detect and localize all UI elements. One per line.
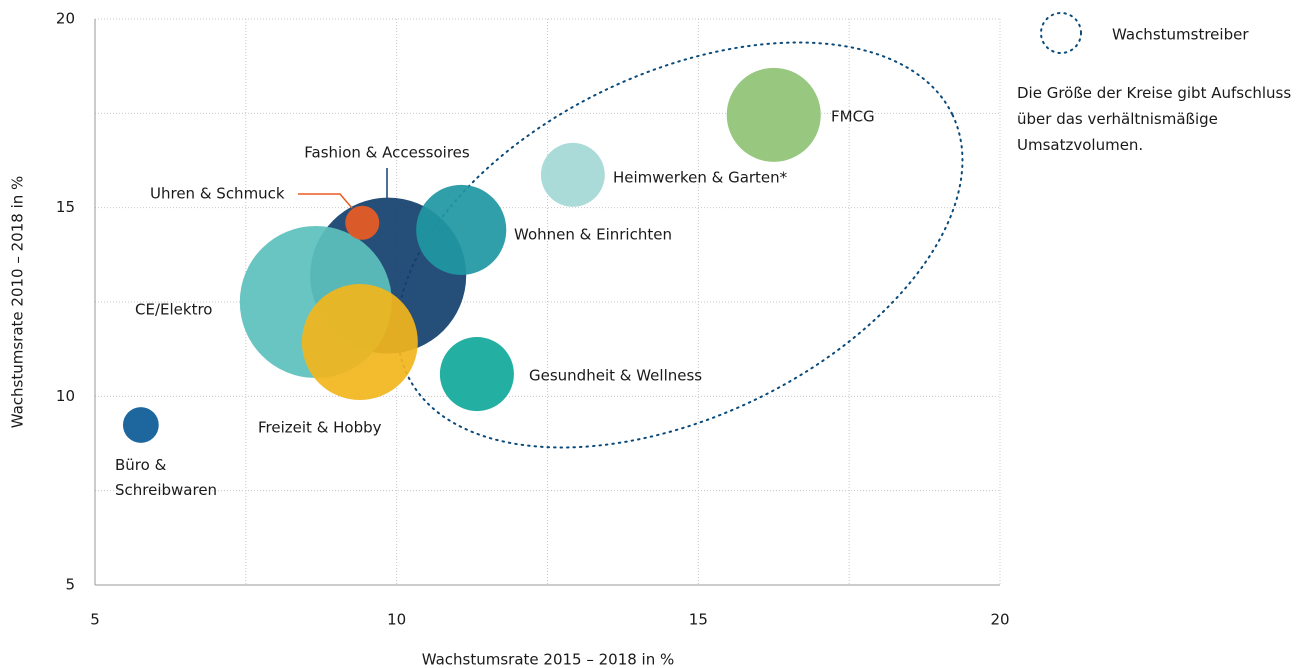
x-axis-label: Wachstumsrate 2015 – 2018 in % — [422, 651, 675, 668]
bubble-label: Gesundheit & Wellness — [529, 366, 703, 385]
bubble-label: FMCG — [831, 107, 875, 126]
y-tick-label: 10 — [56, 387, 75, 405]
bubble — [416, 184, 507, 275]
bubble-label: Büro & Schreibwaren — [115, 456, 218, 499]
bubble-label: CE/Elektro — [135, 300, 213, 319]
bubble-label: Fashion & Accessoires — [304, 143, 470, 162]
x-tick-label: 20 — [990, 611, 1009, 629]
bubble-label: Uhren & Schmuck — [150, 184, 285, 203]
x-tick-label: 10 — [387, 611, 406, 629]
x-tick-label: 15 — [689, 611, 708, 629]
y-tick-label: 15 — [56, 198, 75, 216]
growth-driver-region — [396, 41, 964, 449]
legend-symbol — [1040, 12, 1082, 54]
y-tick-label: 5 — [65, 576, 75, 594]
bubble — [301, 284, 418, 400]
bubble — [726, 67, 821, 162]
size-note: Die Größe der Kreise gibt Aufschluss übe… — [1017, 84, 1292, 154]
x-tick-label: 5 — [90, 611, 100, 629]
leader-line — [298, 193, 353, 209]
bubble — [345, 205, 380, 240]
legend-label: Wachstumstreiber — [1112, 26, 1249, 44]
bubble — [439, 337, 514, 412]
y-axis-label: Wachstumsrate 2010 – 2018 in % — [9, 176, 27, 429]
bubble-label: Freizeit & Hobby — [258, 418, 382, 437]
bubble-label: Wohnen & Einrichten — [514, 225, 672, 244]
y-tick-label: 20 — [56, 10, 75, 28]
bubble — [540, 142, 605, 207]
bubble — [122, 407, 159, 443]
bubble-label: Heimwerken & Garten* — [613, 168, 788, 187]
